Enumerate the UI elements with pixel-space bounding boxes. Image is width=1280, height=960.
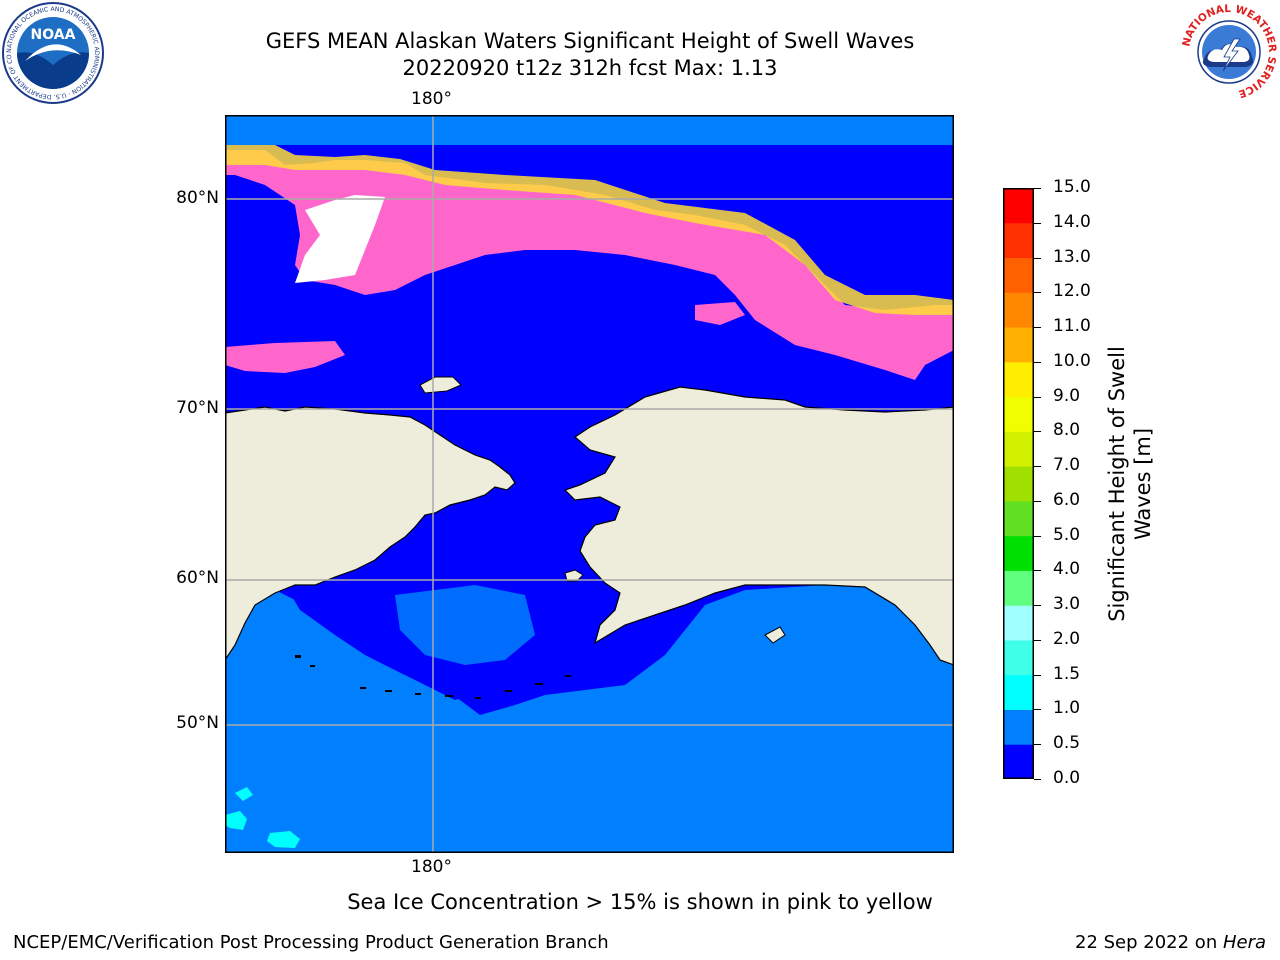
colorbar-tick-mark (1034, 674, 1041, 676)
colorbar-tick-label: 7.0 (1053, 455, 1081, 476)
graticule (225, 115, 954, 853)
lat-label-70: 70°N (176, 398, 219, 418)
colorbar-bin (1003, 709, 1034, 745)
swell-10-15-patch (225, 811, 247, 830)
alaska-land (563, 386, 954, 666)
colorbar-tick-mark (1034, 188, 1041, 189)
colorbar-tick-label: 6.0 (1053, 489, 1081, 510)
aleutian-islands (295, 655, 571, 699)
colorbar-bin (1003, 431, 1034, 467)
noaa-logo: NATIONAL OCEANIC AND ATMOSPHERIC ADMINIS… (1, 1, 104, 104)
colorbar-tick-label: 0.0 (1053, 768, 1081, 788)
colorbar-tick-mark (1034, 500, 1041, 502)
colorbar-tick-label: 8.0 (1053, 420, 1081, 441)
colorbar-tick-label: 3.0 (1053, 594, 1081, 615)
wrangel-island (419, 376, 462, 394)
colorbar-bin (1003, 674, 1034, 710)
colorbar-tick-mark (1034, 257, 1041, 259)
colorbar-tick-mark (1034, 779, 1041, 780)
sea-ice-patch (225, 341, 345, 373)
colorbar-tick-label: 1.5 (1053, 663, 1081, 684)
colorbar-tick-label: 0.5 (1053, 733, 1081, 754)
colorbar-bin (1003, 466, 1034, 502)
lon-label-top: 180° (411, 89, 452, 109)
colorbar-bin (1003, 222, 1034, 259)
colorbar-label-line1: Significant Height of Swell (1105, 346, 1129, 622)
colorbar-tick-label: 14.0 (1053, 211, 1091, 232)
colorbar-tick-mark (1034, 292, 1041, 294)
colorbar-tick-label: 4.0 (1053, 559, 1081, 580)
colorbar-tick-label: 5.0 (1053, 524, 1081, 545)
colorbar-tick-mark (1034, 431, 1041, 433)
svg-text:NOAA: NOAA (31, 27, 76, 43)
colorbar-tick-label: 10.0 (1053, 350, 1091, 371)
colorbar-tick-mark (1034, 744, 1041, 746)
sea-ice-patch (695, 302, 745, 325)
chart-subtitle: 20220920 t12z 312h fcst Max: 1.13 (402, 56, 778, 80)
swell-10-15-patch (267, 831, 300, 848)
colorbar-bin (1003, 292, 1034, 328)
colorbar-label-line2: Waves [m] (1131, 427, 1155, 541)
footer-credit: NCEP/EMC/Verification Post Processing Pr… (13, 932, 609, 953)
lat-label-50: 50°N (176, 713, 219, 733)
colorbar-tick-mark (1034, 639, 1041, 641)
chart-title: GEFS MEAN Alaskan Waters Significant Hei… (265, 29, 915, 53)
colorbar-tick-mark (1034, 222, 1041, 224)
colorbar-tick-label: 15.0 (1053, 177, 1091, 197)
colorbar-bin (1003, 535, 1034, 571)
colorbar-tick-mark (1034, 535, 1041, 537)
colorbar-tick-mark (1034, 605, 1041, 607)
colorbar-bin (1003, 744, 1034, 779)
colorbar-bin (1003, 570, 1034, 606)
colorbar-label: Significant Height of Swell Waves [m] (1104, 346, 1156, 622)
colorbar-tick-mark (1034, 396, 1041, 398)
colorbar-tick-mark (1034, 327, 1041, 329)
swell-10-15-patch (235, 787, 253, 801)
lon-label-bottom: 180° (411, 857, 452, 877)
colorbar-bin (1003, 257, 1034, 293)
colorbar-tick-label: 11.0 (1053, 316, 1091, 337)
colorbar-bin (1003, 327, 1034, 363)
colorbar-bin (1003, 500, 1034, 537)
colorbar-tick-label: 1.0 (1053, 698, 1081, 719)
colorbar-tick-label: 12.0 (1053, 281, 1091, 302)
colorbar-tick-label: 2.0 (1053, 628, 1081, 649)
colorbar-tick-mark (1034, 570, 1041, 572)
bering-swell-mid-patch (395, 585, 535, 665)
colorbar-bin (1003, 639, 1034, 676)
footer-date-text: 22 Sep 2022 on (1075, 932, 1223, 953)
sea-ice-band (225, 150, 954, 380)
colorbar-tick-label: 13.0 (1053, 246, 1091, 267)
colorbar-bin (1003, 396, 1034, 432)
sea-ice-gap (295, 195, 385, 283)
footer-date: 22 Sep 2022 on Hera (1075, 932, 1266, 953)
lat-label-60: 60°N (176, 568, 219, 588)
colorbar-tick-mark (1034, 361, 1041, 363)
colorbar-tick-mark (1034, 466, 1041, 468)
swell-map (225, 115, 954, 853)
siberia-land (225, 406, 516, 662)
footer-host: Hera (1222, 932, 1266, 953)
lat-label-80: 80°N (176, 188, 219, 208)
kodiak-island (764, 626, 786, 644)
nws-logo: NATIONAL WEATHER SERVICE (1180, 3, 1278, 101)
colorbar-tick-label: 9.0 (1053, 385, 1081, 406)
colorbar-bin (1003, 361, 1034, 398)
colorbar (1003, 188, 1034, 779)
colorbar-bin (1003, 188, 1034, 224)
sea-ice-yellow-edge (225, 145, 954, 315)
colorbar-tick-mark (1034, 709, 1041, 711)
sea-ice-note: Sea Ice Concentration > 15% is shown in … (347, 890, 933, 914)
colorbar-bin (1003, 605, 1034, 641)
